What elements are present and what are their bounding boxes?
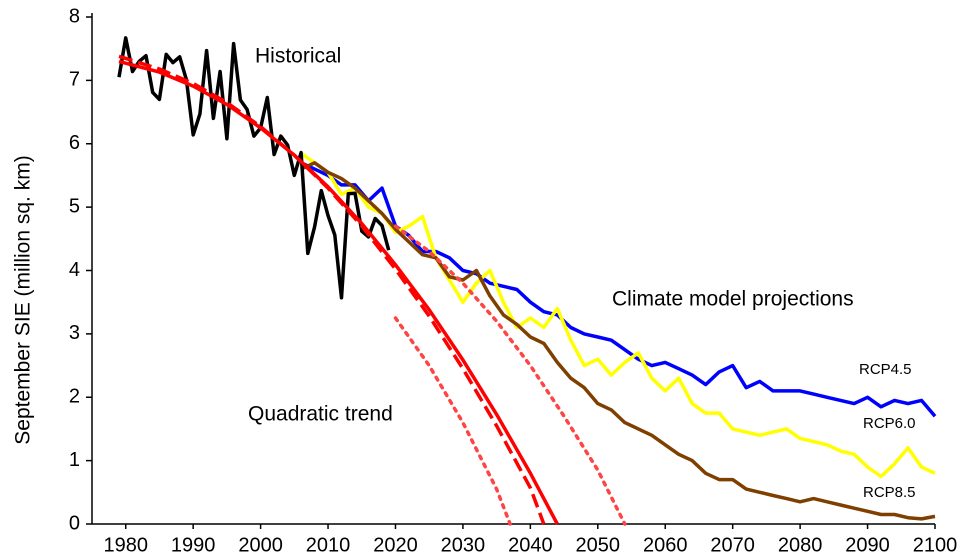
annotation: Climate model projections <box>612 288 854 311</box>
x-tick-label: 2030 <box>441 534 486 556</box>
x-tick-label: 1980 <box>103 534 148 556</box>
y-tick-label: 8 <box>69 5 80 27</box>
y-tick-label: 0 <box>69 512 80 534</box>
series-label: Quadratic trend <box>248 403 393 426</box>
series-label: RCP4.5 <box>859 361 912 378</box>
y-tick-label: 4 <box>69 259 80 281</box>
y-tick-label: 2 <box>69 386 80 408</box>
y-tick-label: 5 <box>69 195 80 217</box>
series-label: RCP8.5 <box>863 484 916 501</box>
y-tick-label: 6 <box>69 132 80 154</box>
x-tick-label: 2090 <box>845 534 890 556</box>
line-series <box>300 151 936 479</box>
x-tick-label: 2080 <box>778 534 823 556</box>
y-axis-label: September SIE (million sq. km) <box>12 155 35 444</box>
y-tick-label: 1 <box>69 449 80 471</box>
x-tick-label: 2070 <box>710 534 755 556</box>
x-tick-label: 2010 <box>306 534 351 556</box>
x-tick-label: 2040 <box>508 534 553 556</box>
y-tick-label: 3 <box>69 322 80 344</box>
line-series <box>393 224 627 526</box>
line-series <box>300 161 937 418</box>
x-tick-label: 2060 <box>643 534 688 556</box>
line-series <box>300 161 936 521</box>
line-series <box>118 54 546 525</box>
x-tick-label: 2000 <box>238 534 283 556</box>
x-tick-label: 2050 <box>576 534 621 556</box>
series-label: Historical <box>255 45 341 68</box>
line-series <box>118 59 559 525</box>
line-series <box>393 316 512 526</box>
y-tick-label: 7 <box>69 69 80 91</box>
x-tick-label: 2020 <box>373 534 418 556</box>
series-label: RCP6.0 <box>863 415 916 432</box>
line-series <box>117 36 391 300</box>
x-tick-label: 1990 <box>171 534 216 556</box>
x-tick-label: 2100 <box>913 534 958 556</box>
